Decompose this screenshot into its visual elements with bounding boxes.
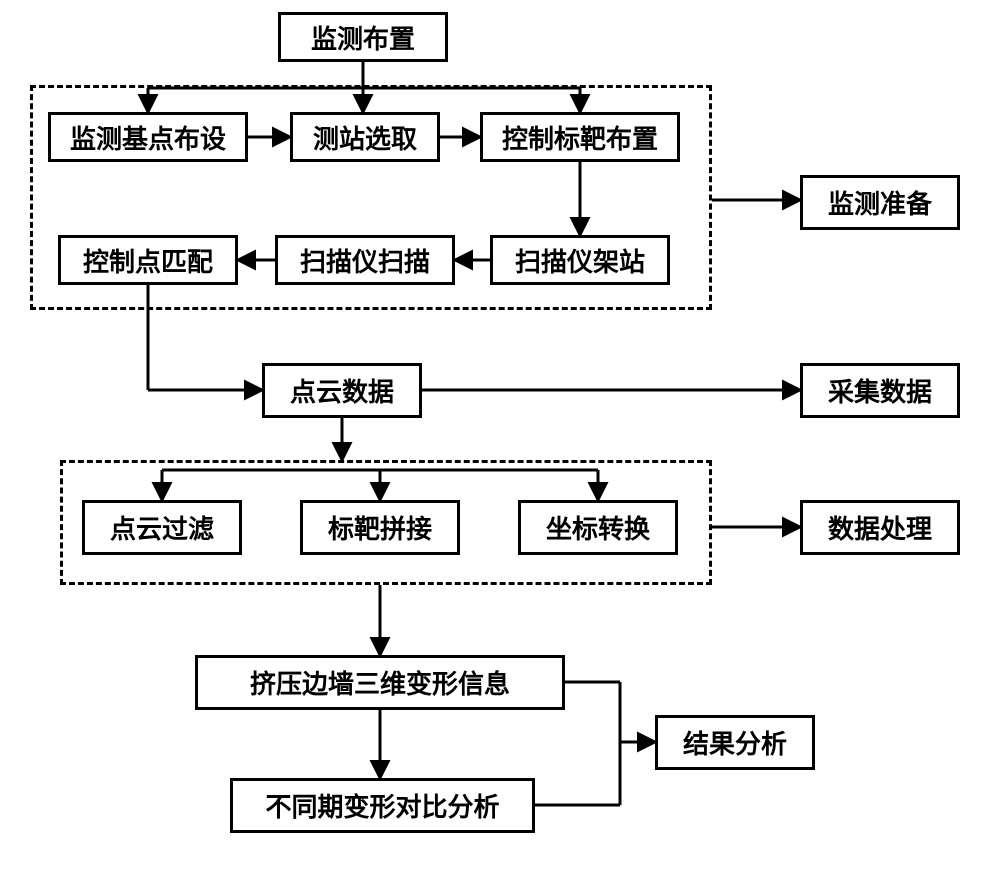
node-label-process-text: 数据处理 (828, 509, 932, 546)
node-out1: 挤压边墙三维变形信息 (195, 655, 565, 710)
node-out1-label: 挤压边墙三维变形信息 (250, 664, 510, 701)
node-g1n6-label: 控制点匹配 (83, 242, 213, 279)
node-g1n5: 扫描仪扫描 (275, 235, 455, 285)
node-g1n1: 监测基点布设 (48, 112, 248, 162)
node-g1n4: 扫描仪架站 (490, 235, 670, 285)
node-label-result-text: 结果分析 (683, 724, 787, 761)
node-g2n3: 坐标转换 (518, 500, 678, 555)
node-label-prep-text: 监测准备 (828, 184, 932, 221)
node-g2n2: 标靶拼接 (300, 500, 460, 555)
node-g2n1: 点云过滤 (82, 500, 242, 555)
node-out2-label: 不同期变形对比分析 (265, 787, 499, 824)
node-out2: 不同期变形对比分析 (230, 778, 535, 833)
node-label-prep: 监测准备 (800, 175, 960, 230)
node-top: 监测布置 (278, 12, 448, 62)
node-g1n2: 测站选取 (290, 112, 440, 162)
node-g2n2-label: 标靶拼接 (328, 509, 432, 546)
node-g2n1-label: 点云过滤 (110, 509, 214, 546)
node-g1n1-label: 监测基点布设 (70, 119, 226, 156)
node-label-result: 结果分析 (655, 715, 815, 770)
node-top-label: 监测布置 (311, 19, 415, 56)
node-label-collect: 采集数据 (800, 363, 960, 418)
node-g1n3-label: 控制标靶布置 (502, 119, 658, 156)
node-g1n4-label: 扫描仪架站 (515, 242, 645, 279)
node-g1n6: 控制点匹配 (58, 235, 238, 285)
node-label-process: 数据处理 (800, 500, 960, 555)
node-mid-label: 点云数据 (290, 372, 394, 409)
node-g1n3: 控制标靶布置 (480, 112, 680, 162)
node-mid: 点云数据 (262, 363, 422, 418)
node-g1n5-label: 扫描仪扫描 (300, 242, 430, 279)
node-label-collect-text: 采集数据 (828, 372, 932, 409)
node-g2n3-label: 坐标转换 (546, 509, 650, 546)
node-g1n2-label: 测站选取 (313, 119, 417, 156)
